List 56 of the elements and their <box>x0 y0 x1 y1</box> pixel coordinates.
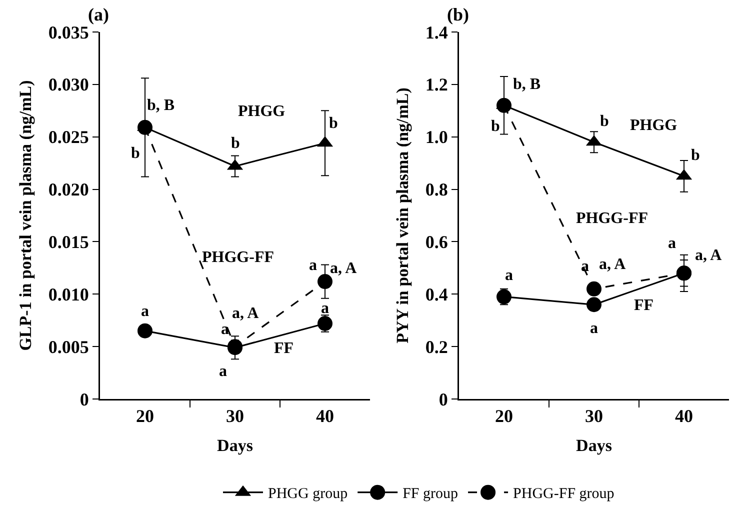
annotation: a, A <box>695 247 722 264</box>
annotation: PHGG <box>238 103 286 120</box>
chart-title: (b) <box>447 4 470 24</box>
y-tick-label: 0.8 <box>425 180 448 200</box>
y-tick-label: 0.4 <box>425 284 448 304</box>
x-tick-label: 40 <box>316 406 334 426</box>
annotation: a, A <box>599 256 626 273</box>
annotation: a <box>668 235 676 252</box>
x-tick-label: 40 <box>675 406 693 426</box>
y-tick-label: 0.015 <box>48 232 89 252</box>
y-tick-label: 0 <box>438 389 448 410</box>
y-tick-label: 1.0 <box>425 127 448 148</box>
annotation: FF <box>274 340 294 357</box>
y-tick-label: 0.020 <box>48 180 89 200</box>
annotation: PHGG-FF <box>202 249 274 266</box>
legend-label: PHGG group <box>268 486 348 502</box>
x-tick-label: 20 <box>495 406 513 426</box>
y-axis-title: GLP-1 in portal vein plasma (ng/mL) <box>16 80 36 351</box>
annotation: b <box>491 118 500 135</box>
annotation: b <box>329 115 338 132</box>
annotation: a <box>321 300 329 317</box>
annotation: b <box>131 145 140 162</box>
annotation: b <box>691 147 700 164</box>
x-tick-label: 30 <box>585 406 603 426</box>
annotation: FF <box>634 297 654 314</box>
x-tick-label: 20 <box>136 406 154 426</box>
y-axis-title: PYY in portal vein plasma (ng/mL) <box>393 88 412 344</box>
annotation: b <box>600 113 609 130</box>
annotation: a <box>505 267 513 284</box>
y-tick-label: 0.025 <box>48 127 89 148</box>
x-tick-label: 30 <box>226 406 244 426</box>
annotation: a <box>590 320 598 337</box>
chart-title: (a) <box>88 4 109 24</box>
annotation: b <box>231 135 240 152</box>
x-axis-title: Days <box>576 436 612 456</box>
annotation: b, B <box>147 97 175 114</box>
y-tick-label: 0.030 <box>48 74 89 95</box>
legend-label: FF group <box>402 486 458 502</box>
annotation: a <box>141 303 149 320</box>
y-tick-label: 1.4 <box>425 22 448 42</box>
y-tick-label: 0.6 <box>425 232 448 252</box>
annotation: PHGG <box>630 117 678 134</box>
y-tick-label: 0.010 <box>48 284 89 304</box>
y-tick-label: 1.2 <box>425 74 448 95</box>
annotation: a <box>309 257 317 274</box>
annotation: a, A <box>330 260 358 277</box>
y-tick-label: 0 <box>80 389 89 410</box>
y-tick-label: 0.005 <box>48 336 89 357</box>
annotation: a, A <box>232 305 260 322</box>
annotation: a <box>219 363 227 380</box>
y-tick-label: 0.035 <box>48 22 89 42</box>
x-axis-title: Days <box>217 436 254 456</box>
annotation: PHGG-FF <box>576 210 648 227</box>
annotation: b, B <box>513 76 541 93</box>
y-tick-label: 0.2 <box>425 336 448 357</box>
legend-label: PHGG-FF group <box>513 486 614 502</box>
